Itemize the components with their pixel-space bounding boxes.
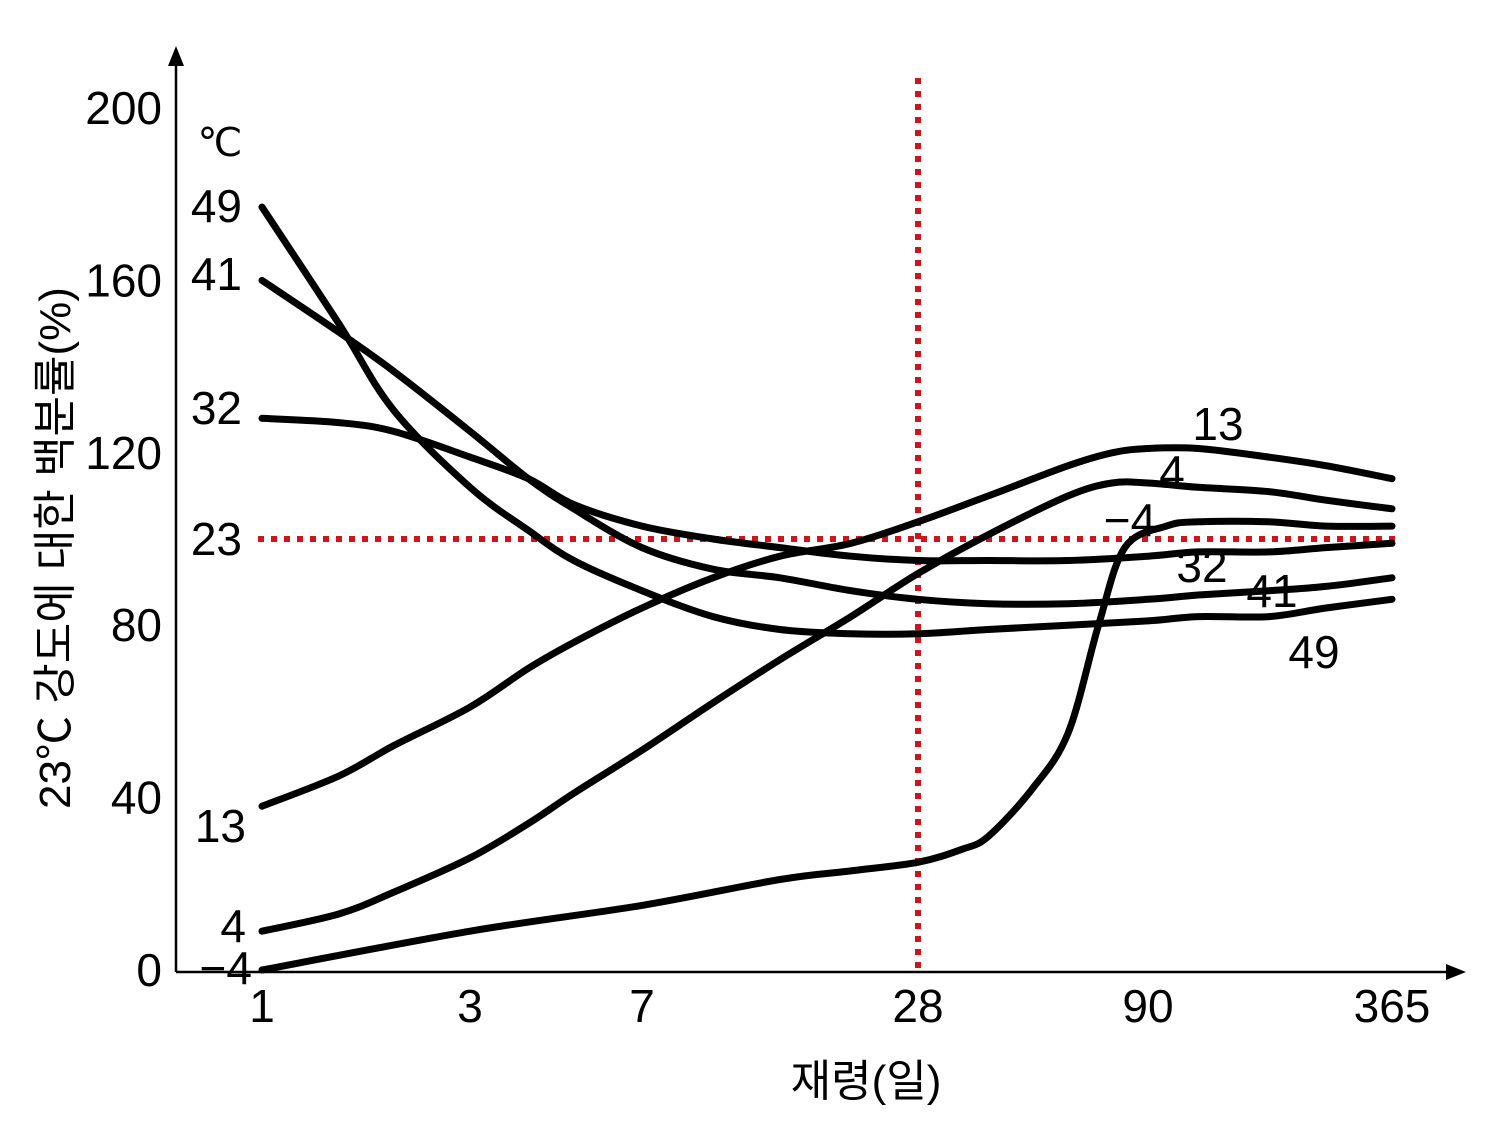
- series-lines: [258, 203, 1396, 974]
- series-line--4: [258, 517, 1396, 974]
- x-tick-label: 28: [892, 980, 943, 1032]
- reference-line-label: 23: [191, 513, 242, 565]
- x-axis-arrow: [1446, 964, 1466, 980]
- series-end-label: 49: [1288, 626, 1339, 678]
- series-start-label: 49: [191, 180, 242, 232]
- series-end-label: 41: [1246, 565, 1297, 617]
- y-tick-label: 80: [111, 599, 162, 651]
- series-line-13: [258, 444, 1396, 810]
- series-start-label: 32: [191, 382, 242, 434]
- x-tick-label: 3: [457, 980, 483, 1032]
- x-tick-label: 365: [1354, 980, 1431, 1032]
- series-line-4: [258, 478, 1396, 935]
- series-end-label: 4: [1159, 446, 1185, 498]
- y-tick-label: 200: [85, 82, 162, 134]
- series-start-label: 41: [191, 248, 242, 300]
- x-axis-title: 재령(일): [791, 1057, 942, 1106]
- series-end-label: 13: [1192, 398, 1243, 450]
- x-tick-label: 7: [629, 980, 655, 1032]
- y-tick-label: 40: [111, 772, 162, 824]
- unit-label: ℃: [198, 121, 243, 165]
- series-start-label: 13: [195, 800, 246, 852]
- y-tick-label: 0: [136, 944, 162, 996]
- axes: [168, 46, 1466, 980]
- x-tick-label: 90: [1122, 980, 1173, 1032]
- x-tick-label: 1: [249, 980, 275, 1032]
- series-start-label: 4: [220, 900, 246, 952]
- series-end-label: 32: [1176, 540, 1227, 592]
- series-start-label: −4: [200, 942, 252, 994]
- y-axis-title: 23℃ 강도에 대한 백분률(%): [31, 287, 80, 809]
- series-end-label: −4: [1104, 494, 1156, 546]
- y-tick-label: 120: [85, 427, 162, 479]
- series-line-41: [258, 276, 1396, 608]
- reference-lines: [258, 78, 1396, 972]
- y-axis-arrow: [168, 46, 184, 66]
- y-tick-label: 160: [85, 254, 162, 306]
